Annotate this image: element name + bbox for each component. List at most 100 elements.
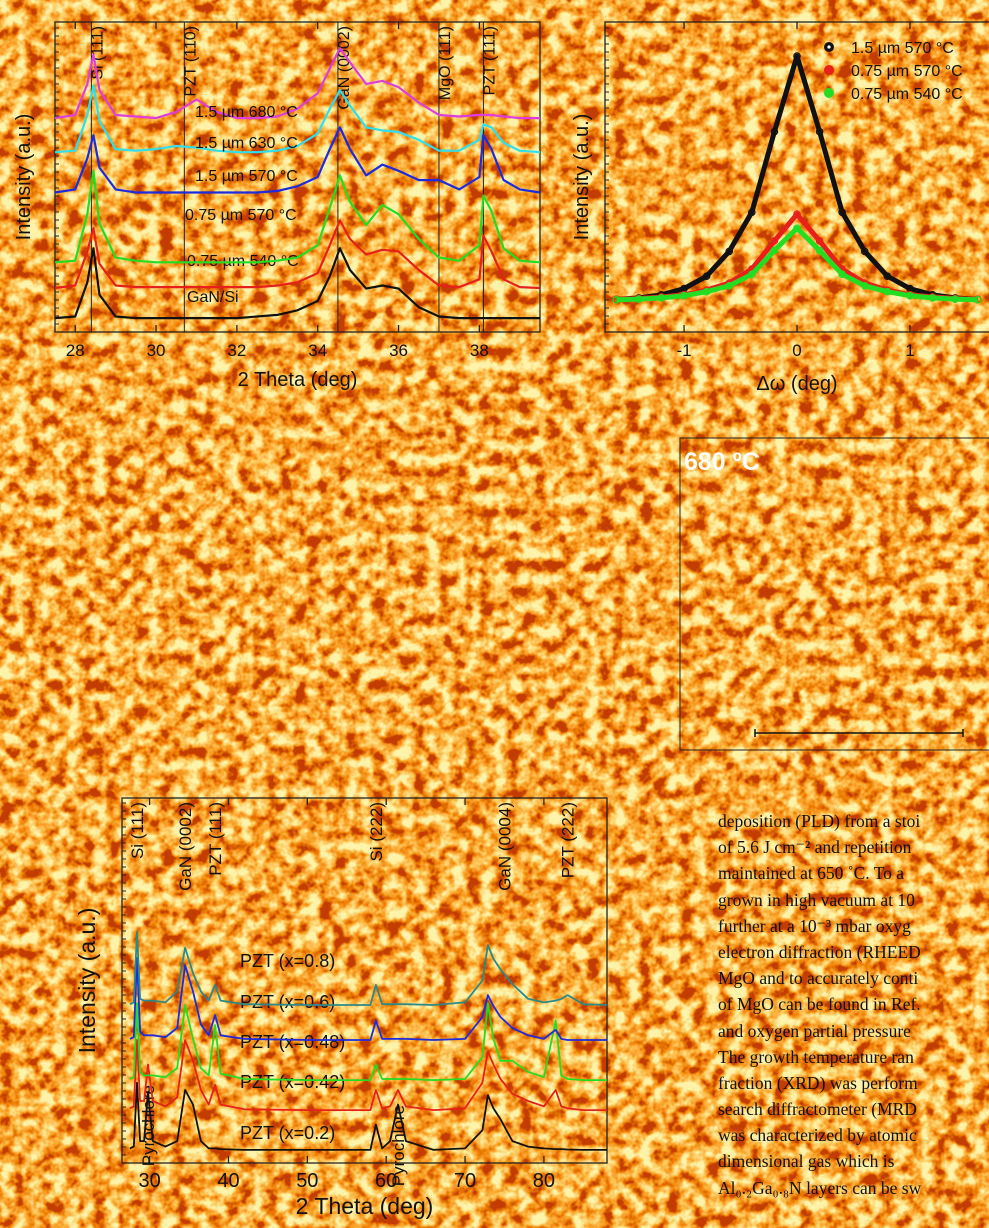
afm-panel: 570 ºC (39, 437, 354, 751)
data-point (770, 127, 779, 136)
text-block: deposition (PLD) from a stoi of 5.6 J cm⁻… (718, 808, 989, 1201)
series-line (54, 247, 540, 320)
series-label: 0.75 µm 570 °C (185, 207, 297, 224)
series-label: PZT (x=0.48) (240, 1032, 345, 1052)
x-tick-label: 28 (66, 341, 85, 360)
data-point (973, 295, 982, 304)
data-point (770, 237, 779, 245)
scale-bar (217, 729, 327, 737)
data-point (928, 294, 937, 302)
chart: 28 30 32 34 36 38 2 Theta (deg) Intensity (a.u.… (13, 21, 541, 391)
series-line (129, 1081, 607, 1151)
data-point (815, 127, 824, 136)
peak-label: PZT (111) (206, 802, 225, 876)
x-axis-label: Δω (deg) (756, 373, 837, 395)
x-tick-label: 40 (217, 1170, 239, 1192)
data-point (815, 246, 824, 255)
afm-label: 570 ºC (50, 448, 126, 476)
data-point (793, 210, 801, 219)
text-line: search diffractometer (MRD (718, 1099, 917, 1120)
x-tick-label: 30 (147, 341, 166, 360)
text-line: The growth temperature ran (718, 1046, 914, 1067)
data-point (612, 295, 621, 304)
data-point (657, 294, 666, 302)
data-point (702, 272, 711, 281)
text-line: of 5.6 J cm⁻² and repetition (718, 837, 912, 858)
plot-frame (604, 21, 989, 333)
series-line (129, 931, 608, 1006)
peak-label: GaN (0002) (336, 26, 353, 110)
x-tick-label: 36 (389, 341, 408, 360)
peak-label: PZT (111) (481, 26, 498, 95)
x-tick-label: 70 (454, 1170, 476, 1192)
data-point (702, 287, 711, 296)
data-point (906, 291, 914, 300)
chart: -1 0 1 Δω (deg) Intensity (a.u.) 1.5 µm 570 °… (571, 21, 989, 395)
x-tick-label: 38 (470, 341, 489, 360)
plot-frame (121, 797, 608, 1164)
series-label: PZT (x=0.2) (240, 1123, 335, 1143)
data-point (838, 208, 846, 217)
series-label: 1.5 µm 570 °C (195, 168, 298, 185)
text-line: and oxygen partial pressure (718, 1020, 911, 1041)
x-tick-label: 0 (792, 341, 801, 360)
x-tick-label: 1 (905, 341, 914, 360)
panel-label: (b) (563, 14, 590, 39)
legend-marker (824, 65, 834, 75)
x-tick-label: 34 (308, 341, 327, 360)
data-point (860, 247, 869, 256)
data-point (635, 295, 643, 303)
series-line (54, 169, 541, 264)
afm-panel: 680 ºC (679, 437, 989, 751)
scale-bar (517, 729, 646, 737)
text-line: dimensional gas which is (718, 1151, 895, 1172)
series-line (54, 219, 541, 290)
legend-label: 0.75 µm 540 °C (851, 86, 963, 103)
data-point (793, 224, 801, 232)
data-point (725, 247, 734, 256)
series-line (129, 1002, 607, 1081)
x-tick-label: 32 (227, 341, 246, 360)
plot-frame (54, 21, 541, 333)
text-line: further at a 10⁻³ mbar oxyg (718, 915, 911, 936)
series-label: GaN/Si (187, 289, 239, 306)
y-axis-label: Intensity (a.u.) (571, 114, 593, 241)
text-line: deposition (PLD) from a stoi (718, 811, 921, 831)
data-point (883, 287, 892, 296)
x-tick-label: 50 (296, 1170, 318, 1192)
x-axis-label: 2 Theta (deg) (238, 369, 358, 391)
y-axis-label: Intensity (a.u.) (13, 114, 35, 241)
data-point (815, 237, 824, 245)
peak-label: PZT (110) (182, 26, 199, 97)
series-line (616, 53, 978, 302)
text-line: MgO and to accurately conti (718, 968, 919, 989)
x-tick-label: 80 (533, 1170, 555, 1192)
peak-label: GaN (0004) (495, 802, 514, 891)
series-line (129, 1039, 607, 1111)
text-line: was characterized by atomic (718, 1125, 917, 1146)
peak-label: GaN (0002) (176, 802, 195, 891)
series-line (54, 126, 541, 194)
afm-frame (679, 437, 989, 751)
peak-label: Si (111) (89, 26, 106, 80)
series-label: PZT (x=0.6) (240, 992, 335, 1012)
panel-label: (a) (6, 14, 33, 39)
data-point (770, 246, 779, 255)
data-point (725, 282, 734, 290)
series-label: 1.5 µm 630 °C (195, 135, 298, 152)
text-line: electron diffraction (RHEED (718, 941, 921, 962)
x-tick-label: 30 (138, 1170, 160, 1192)
series-label: PZT (x=0.8) (240, 951, 335, 971)
x-axis-label: 2 Theta (deg) (296, 1193, 434, 1219)
legend-marker (824, 88, 834, 98)
peak-label: MgO (111) (437, 26, 454, 100)
data-point (883, 272, 892, 281)
data-point (860, 282, 869, 290)
data-point (793, 52, 801, 60)
legend-marker-hole (827, 45, 831, 49)
legend-label: 1.5 µm 570 °C (851, 40, 954, 57)
text-line: maintained at 650 ˚C. To a (718, 863, 905, 884)
